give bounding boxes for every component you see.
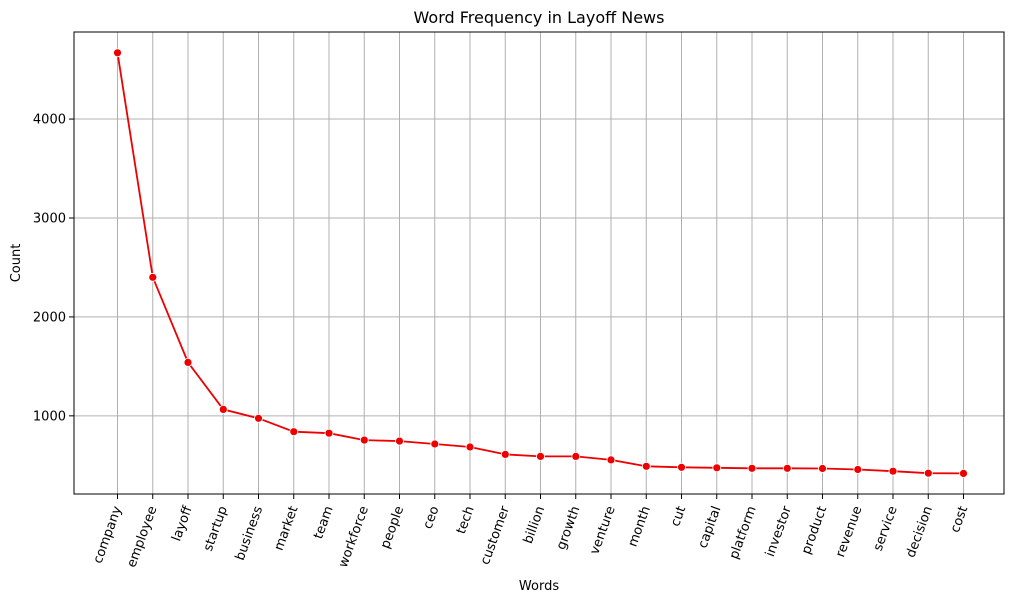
data-point bbox=[218, 404, 228, 414]
x-tick-label: tech bbox=[454, 504, 478, 536]
x-tick-label: team bbox=[311, 504, 337, 541]
data-point bbox=[641, 461, 651, 471]
x-axis-title: Words bbox=[519, 579, 559, 594]
data-point bbox=[606, 455, 616, 465]
y-tick-label: 4000 bbox=[33, 113, 66, 128]
y-tick-label: 1000 bbox=[33, 409, 66, 424]
data-point bbox=[148, 272, 158, 282]
data-point bbox=[747, 463, 757, 473]
data-point bbox=[395, 436, 404, 446]
x-tick-label: service bbox=[871, 504, 901, 553]
x-tick-label: company bbox=[91, 504, 126, 566]
data-point bbox=[500, 449, 510, 459]
x-tick-label: workforce bbox=[336, 504, 372, 569]
x-tick-label: product bbox=[799, 504, 830, 556]
plot-frame bbox=[73, 31, 1005, 495]
y-tick-label: 2000 bbox=[33, 310, 66, 325]
data-point bbox=[782, 463, 792, 473]
data-point bbox=[359, 435, 369, 445]
x-tick-label: customer bbox=[478, 504, 513, 567]
x-tick-label: cut bbox=[668, 504, 689, 528]
x-tick-label: layoff bbox=[169, 503, 196, 543]
data-point bbox=[536, 451, 545, 461]
data-point bbox=[430, 439, 440, 449]
series-markers bbox=[113, 48, 968, 478]
data-point bbox=[465, 442, 475, 452]
data-point bbox=[923, 468, 933, 478]
x-tick-label: capital bbox=[695, 504, 724, 550]
x-tick-label: growth bbox=[554, 504, 584, 552]
x-tick-label: month bbox=[625, 504, 654, 549]
data-point bbox=[183, 357, 193, 367]
data-point bbox=[571, 451, 581, 461]
x-tick-label: business bbox=[233, 504, 267, 563]
x-tick-label: investor bbox=[763, 504, 795, 559]
data-point bbox=[888, 466, 898, 476]
data-point bbox=[113, 48, 122, 58]
x-tick-label: startup bbox=[201, 504, 231, 553]
data-point bbox=[324, 428, 334, 438]
y-axis: 1000 2000 3000 4000 bbox=[33, 113, 74, 424]
x-tick-label: employee bbox=[124, 504, 160, 569]
x-axis: company employee layoff startup business mark… bbox=[91, 494, 971, 570]
data-point bbox=[959, 468, 968, 478]
x-tick-label: decision bbox=[904, 504, 936, 559]
x-tick-label: cost bbox=[948, 504, 971, 534]
y-axis-title: Count bbox=[9, 244, 24, 283]
data-point bbox=[289, 427, 299, 437]
data-point bbox=[677, 462, 686, 472]
x-tick-label: revenue bbox=[833, 504, 865, 559]
chart-title: Word Frequency in Layoff News bbox=[414, 8, 665, 27]
x-tick-label: platform bbox=[727, 504, 760, 561]
x-tick-label: people bbox=[378, 504, 407, 551]
data-point bbox=[818, 464, 827, 473]
data-point bbox=[853, 465, 863, 474]
x-tick-label: billion bbox=[521, 504, 548, 546]
x-tick-label: venture bbox=[587, 504, 618, 556]
data-point bbox=[712, 463, 722, 473]
data-point bbox=[254, 413, 263, 423]
y-tick-label: 3000 bbox=[33, 211, 66, 226]
x-tick-label: ceo bbox=[421, 504, 443, 531]
x-tick-label: market bbox=[272, 504, 302, 552]
grid-lines bbox=[74, 32, 1004, 494]
